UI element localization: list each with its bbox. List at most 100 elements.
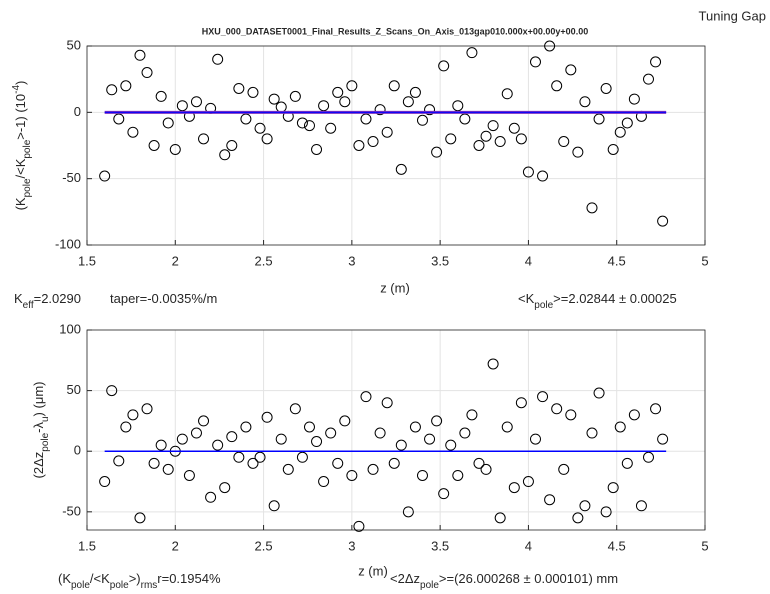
marker [254, 122, 266, 134]
y-axis-label-sub: u [40, 416, 51, 422]
marker [657, 433, 669, 445]
marker [579, 500, 591, 512]
x-tick-label: 3.5 [431, 538, 449, 553]
marker [205, 491, 217, 503]
marker [226, 431, 238, 443]
marker [494, 512, 506, 524]
annotation: taper=-0.0035%/m [110, 291, 217, 306]
marker [240, 421, 252, 433]
marker [459, 113, 471, 125]
marker [586, 427, 598, 439]
y-axis-label-part: >-1) (10 [13, 94, 28, 140]
marker [190, 96, 202, 108]
x-tick-label: 2.5 [255, 253, 273, 268]
marker [148, 457, 160, 469]
y-axis-label: (2Δzpole-λu) (μm) [31, 382, 51, 479]
marker [445, 133, 457, 145]
marker [416, 114, 428, 126]
marker [628, 409, 640, 421]
marker [487, 120, 499, 132]
marker [459, 427, 471, 439]
x-tick-label: 4.5 [608, 538, 626, 553]
marker [544, 40, 556, 52]
marker [113, 455, 125, 467]
marker [374, 427, 386, 439]
y-tick-label: -50 [62, 503, 81, 518]
annotation-part: taper=-0.0035%/m [110, 291, 217, 306]
x-tick-label: 1.5 [78, 538, 96, 553]
marker [487, 358, 499, 370]
marker [572, 146, 584, 158]
plot-area [87, 330, 705, 530]
marker [579, 96, 591, 108]
marker [113, 113, 125, 125]
x-tick-label: 3 [348, 253, 355, 268]
marker [409, 421, 421, 433]
y-axis-label-sub: pole [22, 178, 33, 197]
marker [586, 202, 598, 214]
marker [544, 494, 556, 506]
marker [339, 415, 351, 427]
annotation-part: r=0.1954% [157, 571, 221, 586]
marker [551, 80, 563, 92]
marker [120, 80, 132, 92]
marker [198, 133, 210, 145]
marker [402, 96, 414, 108]
marker [148, 140, 160, 151]
marker [593, 113, 605, 125]
y-axis-label-part: ) (μm) [31, 382, 46, 417]
marker [303, 120, 315, 132]
marker [127, 409, 139, 421]
marker [438, 488, 450, 500]
marker [282, 463, 294, 475]
marker [233, 451, 245, 463]
marker [473, 140, 485, 151]
marker [445, 439, 457, 451]
marker [325, 427, 337, 439]
window-label: Tuning Gap [699, 8, 766, 23]
x-tick-label: 1.5 [78, 253, 96, 268]
marker [254, 451, 266, 463]
marker [416, 469, 428, 481]
marker [169, 143, 181, 155]
marker [360, 391, 372, 403]
marker [198, 415, 210, 427]
marker [183, 469, 195, 481]
annotation-part: (K [58, 571, 71, 586]
marker [99, 170, 111, 182]
y-tick-label: -100 [55, 236, 81, 251]
marker [452, 100, 464, 112]
marker [614, 126, 626, 138]
marker [311, 143, 323, 155]
marker [346, 80, 358, 92]
annotation-sub: pole [110, 580, 129, 591]
annotation: Keff=2.0290 [14, 291, 81, 311]
marker [402, 506, 414, 518]
marker [431, 415, 443, 427]
marker [303, 421, 315, 433]
marker [219, 149, 231, 161]
marker [162, 463, 174, 475]
marker [332, 457, 344, 469]
marker [332, 86, 344, 98]
annotation: <Kpole>=2.02844 ± 0.00025 [518, 291, 677, 311]
marker [508, 122, 520, 134]
marker [176, 433, 188, 445]
marker [261, 411, 273, 423]
marker [374, 104, 386, 116]
plot-area [87, 46, 705, 245]
marker [318, 100, 330, 112]
marker [120, 421, 132, 433]
marker [600, 506, 612, 518]
y-tick-label: 0 [74, 443, 81, 458]
marker [162, 117, 174, 129]
marker [311, 436, 323, 448]
marker [296, 451, 308, 463]
marker [134, 49, 146, 61]
marker [431, 146, 443, 158]
marker [190, 427, 202, 439]
y-axis-label-sub: pole [22, 139, 33, 158]
marker [381, 126, 393, 138]
marker [212, 439, 224, 451]
axes-box [86, 329, 706, 531]
